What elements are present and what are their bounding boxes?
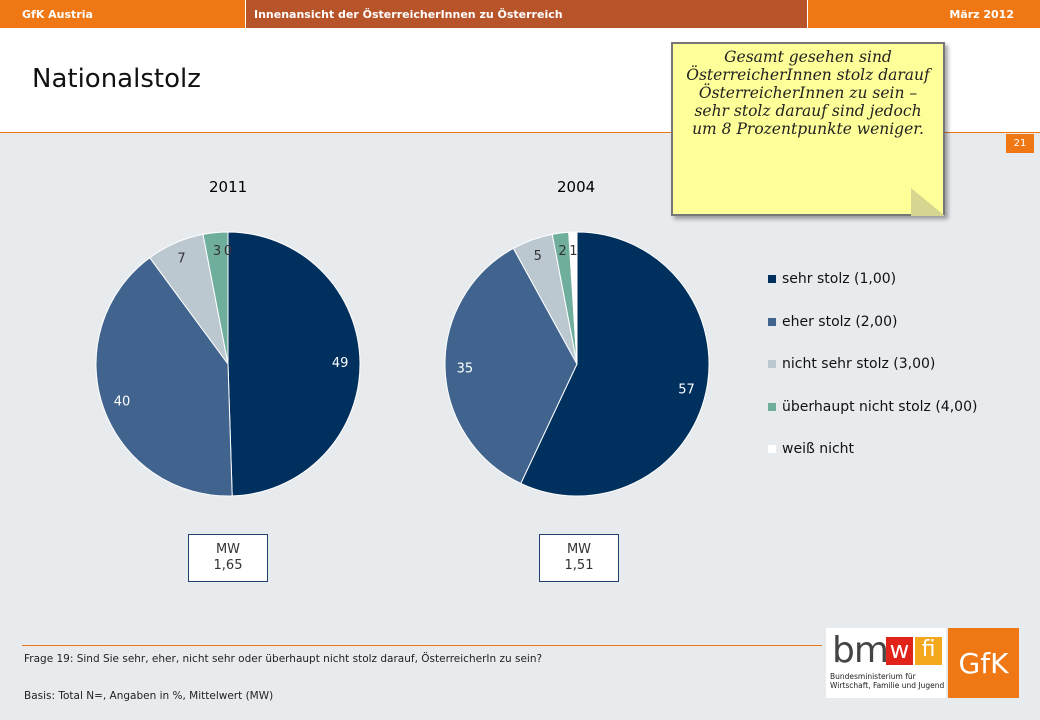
legend-item: sehr stolz (1,00) — [768, 258, 977, 301]
legend-swatch — [768, 317, 776, 326]
callout-text: Gesamt gesehen sind ÖsterreicherInnen st… — [686, 48, 930, 138]
chart-title-2011: 2011 — [209, 178, 248, 196]
legend-swatch — [768, 360, 776, 369]
pie-slice — [227, 231, 361, 497]
question-text: Frage 19: Sind Sie sehr, eher, nicht seh… — [24, 653, 543, 665]
data-label: 57 — [678, 382, 695, 397]
ministry-line-2: Wirtschaft, Familie und Jugend — [830, 681, 945, 690]
data-label: 2 — [558, 244, 566, 259]
page-title: Nationalstolz — [32, 64, 201, 94]
legend-item: weiß nicht — [768, 428, 977, 471]
ministry-line-1: Bundesministerium für — [830, 672, 916, 681]
logo-w: w — [886, 637, 913, 665]
legend-label: überhaupt nicht stolz (4,00) — [782, 398, 978, 415]
logo-area: bm w fi Bundesministerium für Wirtschaft… — [826, 628, 1019, 698]
legend-label: eher stolz (2,00) — [782, 313, 898, 330]
legend-swatch — [768, 402, 776, 411]
page-number: 21 — [1006, 134, 1034, 153]
data-label: 0 — [224, 244, 232, 259]
data-label: 5 — [534, 249, 542, 264]
gfk-logo: GfK — [948, 628, 1019, 698]
company-name: GfK Austria — [0, 0, 245, 28]
data-label: 7 — [177, 252, 185, 267]
pie-chart-2004: 57 35 5 2 1 — [444, 231, 710, 497]
mean-value: 1,51 — [564, 558, 594, 573]
ministry-name: Bundesministerium für Wirtschaft, Famili… — [830, 672, 944, 690]
legend-swatch — [768, 445, 776, 454]
basis-text: Basis: Total N=, Angaben in %, Mittelwer… — [24, 690, 274, 702]
pie-slice — [568, 231, 578, 365]
data-label: 3 — [213, 244, 221, 259]
logo-fi: fi — [915, 637, 942, 665]
pie-slice — [95, 257, 233, 497]
legend-swatch — [768, 275, 776, 284]
pie-slice — [444, 247, 578, 485]
footer-divider — [22, 645, 822, 646]
mean-box-2004: MW 1,51 — [539, 534, 619, 582]
report-date: März 2012 — [808, 0, 1040, 28]
data-label: 1 — [569, 244, 577, 259]
mean-box-2011: MW 1,65 — [188, 534, 268, 582]
pie-chart-2011: 49 40 7 3 0 — [95, 231, 361, 497]
data-label: 40 — [114, 395, 131, 410]
mean-value: 1,65 — [213, 558, 243, 573]
pie-slice — [520, 231, 710, 497]
data-label: 49 — [332, 356, 349, 371]
logo-bm: bm — [832, 630, 889, 671]
legend-label: weiß nicht — [782, 441, 855, 458]
callout-fold — [911, 188, 945, 216]
chart-legend: sehr stolz (1,00) eher stolz (2,00) nicht … — [768, 258, 977, 471]
mean-label: MW — [215, 542, 241, 557]
chart-title-2004: 2004 — [557, 178, 596, 196]
legend-label: nicht sehr stolz (3,00) — [782, 356, 936, 373]
mean-label: MW — [566, 542, 592, 557]
legend-item: überhaupt nicht stolz (4,00) — [768, 386, 977, 429]
pie-slice — [202, 231, 229, 365]
top-bar: GfK Austria Innenansicht der Österreiche… — [0, 0, 1040, 28]
bmwfj-logo: bm w fi Bundesministerium für Wirtschaft… — [826, 628, 946, 698]
data-label: 35 — [457, 362, 474, 377]
legend-item: nicht sehr stolz (3,00) — [768, 343, 977, 386]
legend-item: eher stolz (2,00) — [768, 301, 977, 344]
callout-note: Gesamt gesehen sind ÖsterreicherInnen st… — [671, 42, 945, 216]
legend-label: sehr stolz (1,00) — [782, 271, 897, 288]
study-title: Innenansicht der ÖsterreicherInnen zu Ös… — [245, 0, 808, 28]
